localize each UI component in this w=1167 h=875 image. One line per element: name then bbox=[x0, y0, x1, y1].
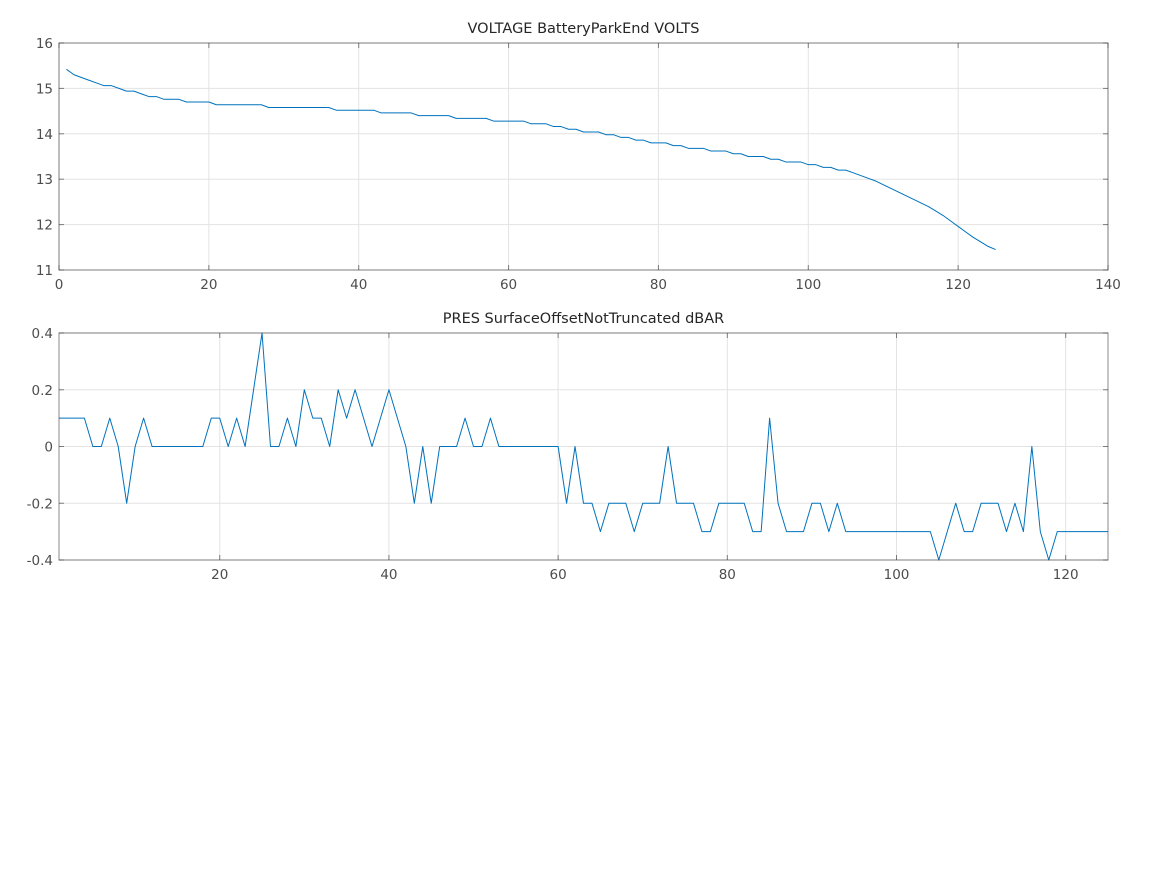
x-tick-label: 20 bbox=[211, 567, 228, 583]
axes-box bbox=[58, 332, 1109, 561]
y-tick-label: 16 bbox=[36, 36, 53, 52]
y-tick-label: 0 bbox=[44, 440, 53, 456]
y-tick-label: 13 bbox=[36, 172, 53, 188]
x-tick-label: 60 bbox=[550, 567, 567, 583]
x-tick-label: 0 bbox=[55, 277, 64, 293]
x-tick-label: 100 bbox=[884, 567, 910, 583]
y-tick-label: 15 bbox=[36, 81, 53, 97]
y-tick-label: -0.2 bbox=[27, 496, 53, 512]
x-tick-label: 80 bbox=[650, 277, 667, 293]
y-tick-label: 0.2 bbox=[32, 383, 53, 399]
chart-title: VOLTAGE BatteryParkEnd VOLTS bbox=[468, 21, 700, 37]
pressure-offset-chart: PRES SurfaceOffsetNotTruncated dBAR 20 40 6… bbox=[27, 311, 1109, 583]
x-tick-label: 80 bbox=[719, 567, 736, 583]
y-tick-label: -0.4 bbox=[27, 553, 53, 569]
x-tick-label: 100 bbox=[795, 277, 821, 293]
voltage-chart: VOLTAGE BatteryParkEnd VOLTS 0 20 40 60 80 100… bbox=[36, 21, 1121, 293]
x-tick-label: 120 bbox=[1053, 567, 1079, 583]
series-line bbox=[66, 68, 996, 251]
y-tick-label: 0.4 bbox=[32, 326, 53, 342]
x-tick-label: 40 bbox=[380, 567, 397, 583]
x-tick-label: 120 bbox=[945, 277, 971, 293]
chart-title: PRES SurfaceOffsetNotTruncated dBAR bbox=[443, 311, 725, 327]
x-tick-label: 40 bbox=[350, 277, 367, 293]
x-tick-label: 60 bbox=[500, 277, 517, 293]
x-tick-label: 140 bbox=[1095, 277, 1121, 293]
y-tick-label: 12 bbox=[36, 218, 53, 234]
x-tick-label: 20 bbox=[200, 277, 217, 293]
y-tick-label: 14 bbox=[36, 127, 53, 143]
series-line bbox=[59, 332, 1108, 561]
y-tick-label: 11 bbox=[36, 263, 53, 279]
axes-box bbox=[58, 42, 1109, 271]
